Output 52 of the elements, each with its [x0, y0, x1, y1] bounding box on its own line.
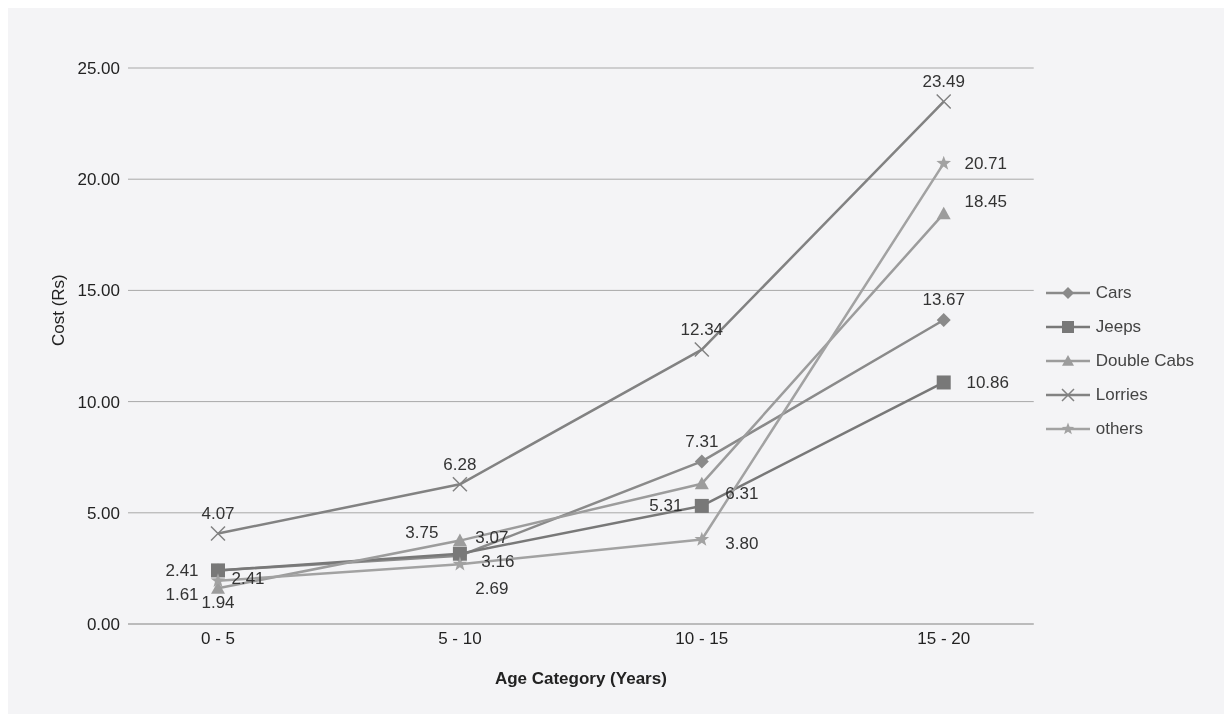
x-tick-label: 5 - 10 [438, 629, 482, 649]
data-label: 18.45 [964, 192, 1007, 212]
data-label: 2.69 [475, 578, 509, 598]
data-label: 3.80 [725, 533, 759, 553]
data-label: 4.07 [201, 503, 235, 523]
point [936, 206, 951, 220]
legend-label: Jeeps [1095, 317, 1142, 337]
y-axis-title: Cost (Rs) [49, 274, 69, 346]
x-tick-label: 15 - 20 [917, 629, 971, 649]
legend-label: Lorries [1095, 385, 1148, 405]
point [694, 341, 710, 358]
point [452, 556, 468, 571]
point [694, 454, 709, 469]
y-tick-label: 20.00 [77, 170, 120, 190]
x-tick-label: 0 - 5 [200, 629, 236, 649]
point [452, 533, 467, 547]
legend-label: Cars [1095, 283, 1132, 303]
y-tick-label: 5.00 [86, 503, 120, 523]
data-label: 20.71 [964, 153, 1007, 173]
data-label: 3.75 [405, 523, 439, 543]
y-tick-label: 0.00 [86, 615, 120, 635]
point [936, 155, 952, 170]
data-label: 1.94 [201, 593, 235, 613]
point [936, 375, 951, 390]
data-label: 10.86 [966, 372, 1009, 392]
point [452, 476, 468, 493]
data-label: 3.16 [481, 552, 515, 572]
y-tick-label: 10.00 [77, 392, 120, 412]
data-label: 13.67 [922, 290, 965, 310]
point [694, 498, 709, 513]
point [936, 312, 951, 327]
data-label: 7.31 [685, 431, 719, 451]
point [210, 525, 226, 542]
data-label: 5.31 [649, 496, 683, 516]
data-label: 12.34 [680, 320, 724, 340]
y-tick-label: 25.00 [77, 59, 120, 79]
x-tick-label: 10 - 15 [675, 629, 729, 649]
data-label: 23.49 [922, 72, 965, 92]
data-label: 6.31 [725, 484, 759, 504]
x-axis-title: Age Category (Years) [494, 669, 667, 688]
point [935, 93, 952, 110]
data-label: 3.07 [475, 528, 509, 548]
data-label: 6.28 [443, 454, 477, 474]
data-label: 2.41 [231, 568, 265, 588]
legend-label: Double Cabs [1095, 351, 1194, 371]
point [694, 476, 709, 490]
legend-label: others [1095, 419, 1143, 439]
point [210, 573, 226, 588]
y-tick-label: 15.00 [77, 281, 120, 301]
point [694, 531, 710, 546]
data-label: 1.61 [165, 584, 199, 604]
data-label: 2.41 [165, 560, 199, 580]
